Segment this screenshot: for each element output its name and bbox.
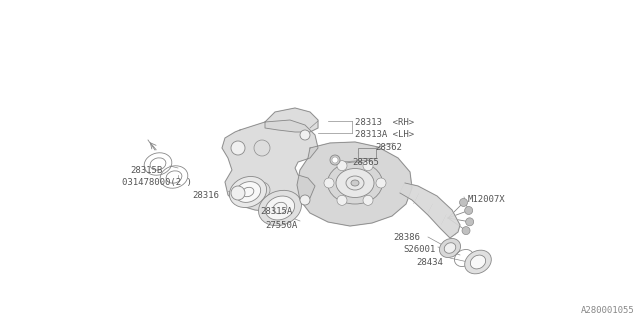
Circle shape [376, 178, 386, 188]
Text: 28315B: 28315B [130, 166, 163, 175]
Circle shape [231, 141, 245, 155]
Text: 27550A: 27550A [265, 221, 297, 230]
FancyBboxPatch shape [358, 148, 376, 158]
Text: 28313A <LH>: 28313A <LH> [355, 130, 414, 139]
Circle shape [363, 195, 373, 205]
Text: M12007X: M12007X [468, 195, 506, 204]
Ellipse shape [440, 238, 461, 258]
Text: S26001: S26001 [403, 245, 435, 254]
Ellipse shape [259, 190, 301, 226]
Polygon shape [297, 142, 412, 226]
Text: 031478000(2 ): 031478000(2 ) [122, 178, 192, 187]
Text: 28315A: 28315A [260, 207, 292, 216]
Circle shape [466, 218, 474, 226]
Ellipse shape [229, 176, 267, 208]
Text: 28362: 28362 [375, 143, 402, 152]
Ellipse shape [266, 196, 294, 220]
Circle shape [330, 155, 340, 165]
Polygon shape [222, 120, 318, 212]
Text: 28316: 28316 [192, 191, 219, 200]
Ellipse shape [465, 250, 492, 274]
Circle shape [300, 195, 310, 205]
Ellipse shape [470, 255, 486, 269]
Polygon shape [265, 108, 318, 132]
Circle shape [337, 195, 347, 205]
Circle shape [231, 186, 245, 200]
Ellipse shape [236, 182, 260, 202]
Circle shape [465, 206, 473, 214]
Circle shape [300, 130, 310, 140]
Polygon shape [400, 183, 460, 238]
Text: 28434: 28434 [416, 258, 443, 267]
Circle shape [363, 161, 373, 171]
Circle shape [324, 178, 334, 188]
Circle shape [462, 227, 470, 235]
Circle shape [332, 157, 338, 163]
Ellipse shape [351, 180, 359, 186]
Ellipse shape [336, 169, 374, 197]
Circle shape [337, 161, 347, 171]
Text: 28313  <RH>: 28313 <RH> [355, 118, 414, 127]
Text: 28365: 28365 [352, 158, 379, 167]
Text: 28386: 28386 [393, 233, 420, 242]
Ellipse shape [444, 243, 456, 253]
Circle shape [460, 198, 468, 206]
Text: A280001055: A280001055 [581, 306, 635, 315]
